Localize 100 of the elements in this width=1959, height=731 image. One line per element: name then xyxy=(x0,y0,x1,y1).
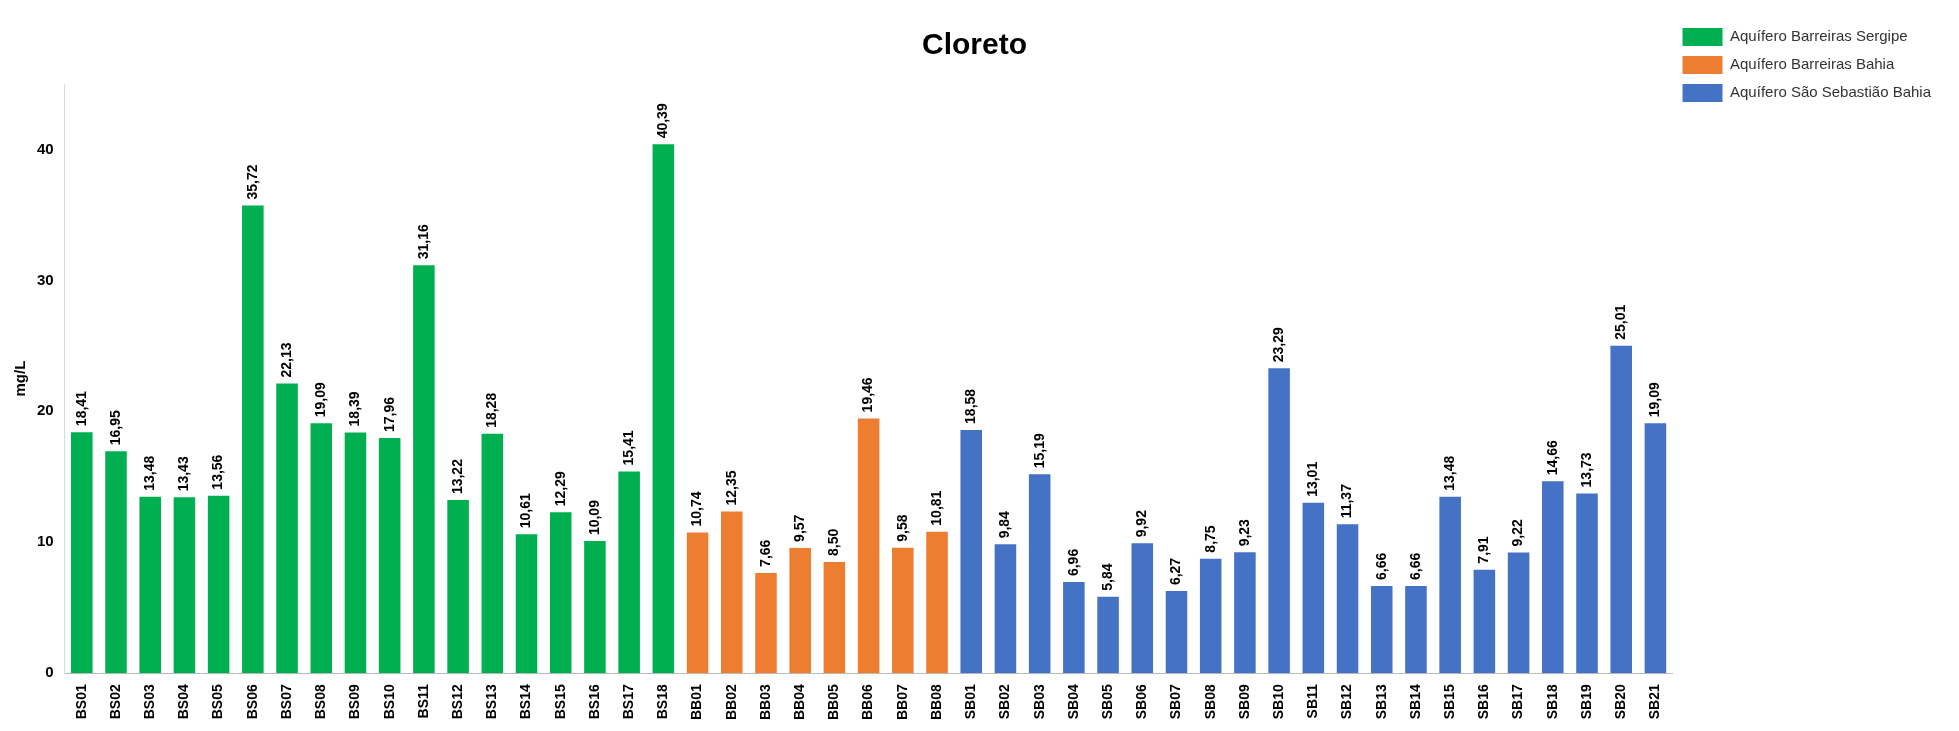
data-label: 9,23 xyxy=(1235,518,1252,547)
y-axis-title: mg/L xyxy=(11,360,29,397)
x-tick-label: SB09 xyxy=(1235,684,1252,720)
x-tick-label: BB03 xyxy=(756,684,773,720)
data-label: 13,48 xyxy=(1441,455,1458,491)
y-tick-label: 20 xyxy=(37,401,54,419)
bar xyxy=(686,532,709,674)
data-label: 12,35 xyxy=(722,470,739,506)
x-tick-label: BS01 xyxy=(72,684,89,720)
bar xyxy=(310,423,333,674)
x-tick-label: SB06 xyxy=(1133,684,1150,720)
data-label: 9,84 xyxy=(996,510,1013,539)
data-label: 23,29 xyxy=(1269,327,1286,363)
bar xyxy=(378,438,401,674)
bar xyxy=(1302,502,1325,674)
bar xyxy=(857,418,880,674)
x-tick-label: BS08 xyxy=(312,684,329,720)
x-tick-label: BS12 xyxy=(448,684,465,720)
data-label: 19,46 xyxy=(859,377,876,413)
x-tick-label: BS18 xyxy=(654,684,671,720)
data-label: 6,66 xyxy=(1372,552,1389,580)
bar xyxy=(1439,496,1461,674)
data-label: 18,41 xyxy=(72,390,89,427)
x-tick-label: SB20 xyxy=(1612,684,1629,720)
data-label: 6,96 xyxy=(1064,548,1081,577)
bar xyxy=(1165,591,1188,674)
data-label: 13,01 xyxy=(1304,461,1321,497)
legend-label: Aquífero São Sebastião Bahia xyxy=(1730,83,1932,101)
y-tick-label: 40 xyxy=(37,139,54,157)
bar xyxy=(994,544,1017,674)
x-tick-label: BB07 xyxy=(893,684,910,720)
x-tick-label: BS15 xyxy=(551,684,568,720)
bar xyxy=(1268,368,1290,674)
legend-label: Aquífero Barreiras Sergipe xyxy=(1730,27,1908,45)
x-tick-label: BS02 xyxy=(106,684,123,720)
data-label: 18,58 xyxy=(962,388,979,424)
data-label: 19,09 xyxy=(312,382,329,418)
x-tick-label: BS07 xyxy=(277,684,294,720)
data-label: 16,95 xyxy=(106,410,123,446)
data-label: 18,39 xyxy=(346,391,363,427)
bar xyxy=(1576,493,1598,674)
bar xyxy=(1610,345,1632,674)
x-tick-label: SB18 xyxy=(1543,684,1560,720)
bar xyxy=(173,497,196,674)
bar xyxy=(71,432,93,674)
data-label: 8,50 xyxy=(825,528,842,556)
data-label: 7,91 xyxy=(1475,536,1492,564)
x-tick-label: BS06 xyxy=(243,684,260,720)
bar xyxy=(926,531,948,674)
data-label: 15,41 xyxy=(620,430,636,466)
x-tick-label: SB14 xyxy=(1406,684,1423,720)
data-label: 6,27 xyxy=(1167,557,1184,586)
data-label: 35,72 xyxy=(243,164,260,200)
bar xyxy=(481,433,504,674)
data-label: 13,22 xyxy=(448,458,465,495)
x-tick-label: SB08 xyxy=(1201,684,1218,720)
bar xyxy=(515,534,538,674)
data-label: 6,66 xyxy=(1406,552,1423,580)
data-label: 13,48 xyxy=(141,455,158,491)
y-tick-label: 30 xyxy=(37,270,54,288)
bar xyxy=(1507,552,1530,674)
bar xyxy=(960,429,983,674)
bar xyxy=(789,547,811,674)
bar xyxy=(207,495,230,674)
x-tick-label: SB17 xyxy=(1509,684,1526,720)
bar xyxy=(344,432,367,674)
x-tick-label: SB13 xyxy=(1372,684,1389,720)
data-label: 25,01 xyxy=(1612,304,1629,340)
data-label: 10,61 xyxy=(517,493,534,529)
bar xyxy=(1336,524,1359,674)
x-tick-label: BB04 xyxy=(791,684,808,720)
x-tick-label: SB11 xyxy=(1304,684,1321,719)
bar xyxy=(242,205,264,674)
data-label: 11,37 xyxy=(1338,483,1355,519)
x-tick-label: BS17 xyxy=(620,684,636,720)
data-label: 12,29 xyxy=(551,471,568,507)
x-tick-label: BB06 xyxy=(859,684,876,720)
bar xyxy=(720,511,743,674)
bar xyxy=(755,572,777,674)
x-tick-label: BS10 xyxy=(380,684,397,720)
bar xyxy=(1473,569,1496,674)
bar xyxy=(1234,552,1256,674)
chart-title: Cloreto xyxy=(922,27,1027,61)
x-tick-label: BB02 xyxy=(722,684,739,720)
bar xyxy=(823,561,846,674)
data-label: 5,84 xyxy=(1098,563,1115,591)
data-label: 17,96 xyxy=(380,396,397,433)
data-label: 9,57 xyxy=(791,514,808,542)
data-label: 13,73 xyxy=(1577,452,1594,488)
x-tick-label: SB03 xyxy=(1030,684,1047,720)
data-label: 9,22 xyxy=(1509,519,1526,547)
x-tick-label: BS11 xyxy=(414,684,431,719)
x-tick-label: BS14 xyxy=(517,684,534,720)
bar xyxy=(1542,481,1564,674)
legend-label: Aquífero Barreiras Bahia xyxy=(1730,55,1895,73)
bar xyxy=(618,471,640,674)
data-label: 10,74 xyxy=(688,491,705,527)
x-tick-label: SB05 xyxy=(1098,684,1115,720)
x-tick-label: SB21 xyxy=(1646,684,1663,720)
data-label: 13,56 xyxy=(209,454,226,490)
